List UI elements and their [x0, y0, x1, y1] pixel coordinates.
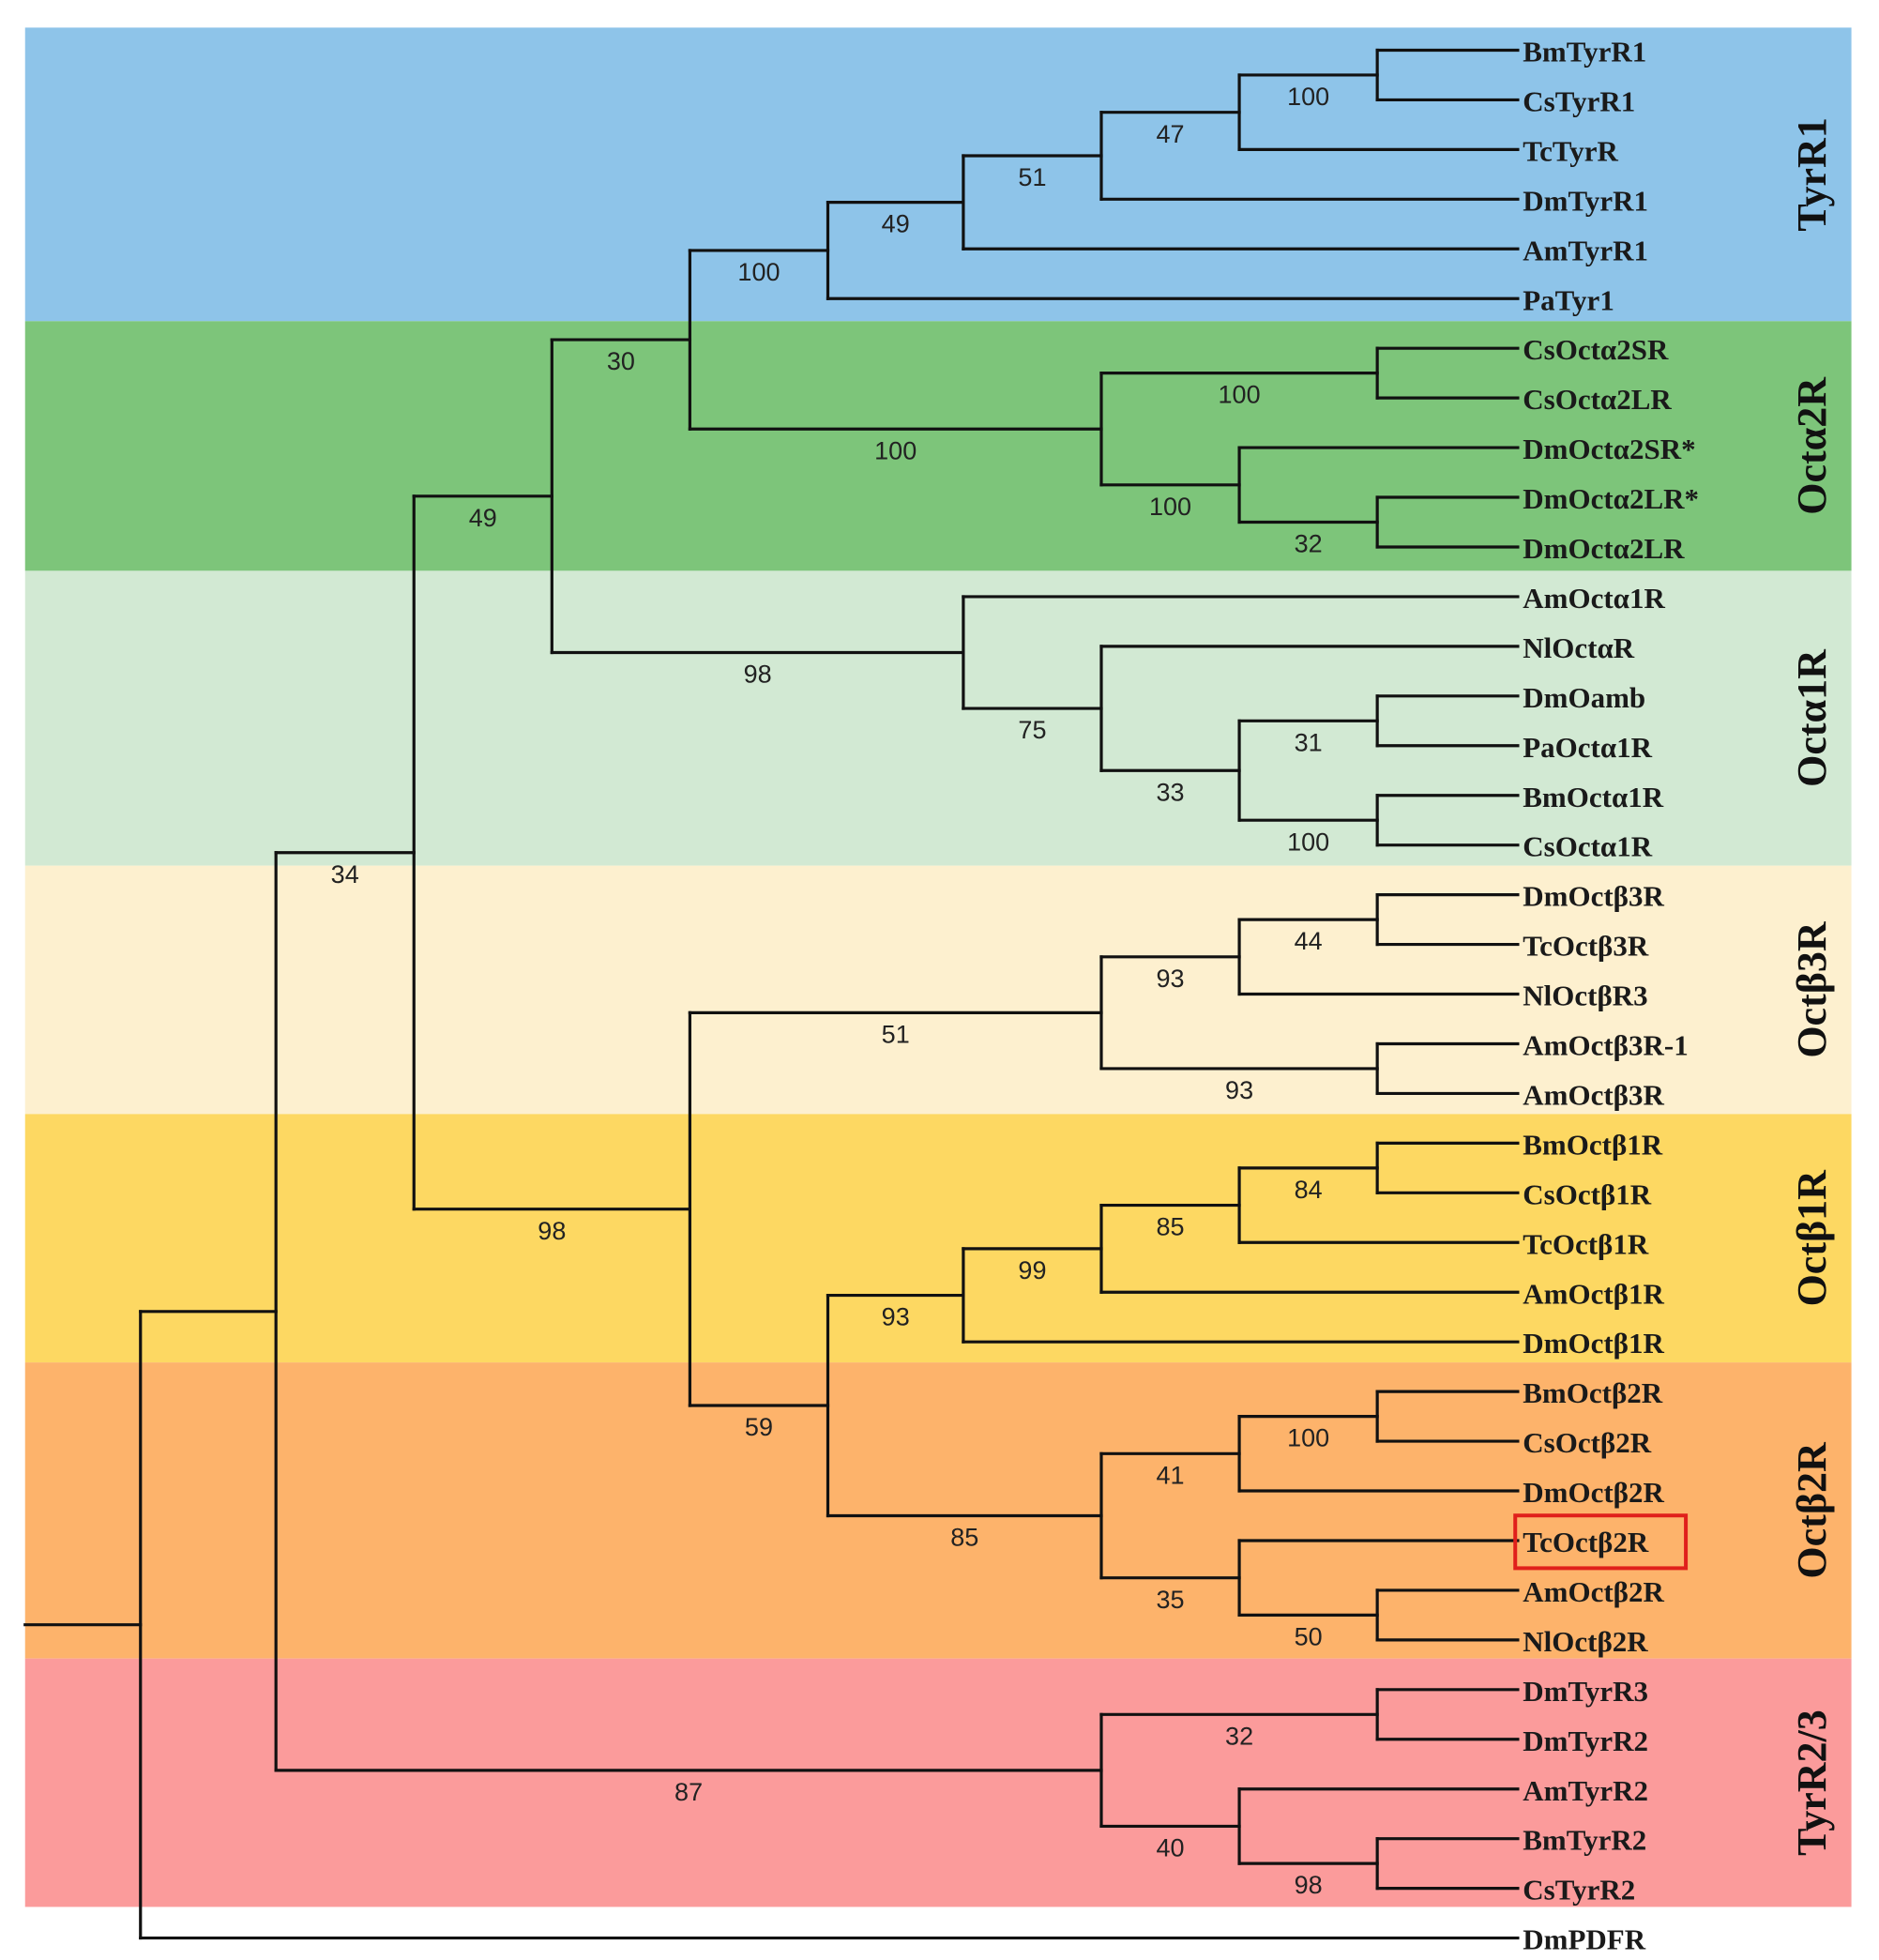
bootstrap-value: 100: [1149, 493, 1191, 521]
bootstrap-value: 100: [1287, 1424, 1329, 1452]
bootstrap-value: 84: [1295, 1176, 1323, 1204]
bootstrap-value: 85: [950, 1524, 978, 1552]
leaf-dmoctbeta2r: DmOctβ2R: [1523, 1476, 1664, 1509]
leaf-paoctalpha1r: PaOctα1R: [1523, 731, 1652, 764]
leaf-nloctbetar3: NlOctβR3: [1523, 980, 1647, 1012]
bootstrap-value: 47: [1157, 120, 1185, 148]
clade-label-octbeta1r: Octβ1R: [1789, 1169, 1835, 1307]
clade-label-octbeta2r: Octβ2R: [1789, 1441, 1835, 1579]
leaf-dmoctalpha2sr: DmOctα2SR*: [1523, 433, 1695, 465]
bootstrap-value: 87: [674, 1778, 703, 1806]
leaf-bmtyrr1: BmTyrR1: [1523, 36, 1646, 68]
bootstrap-value: 51: [882, 1020, 910, 1048]
bootstrap-value: 34: [331, 860, 359, 889]
leaf-dmoctalpha2lr: DmOctα2LR*: [1523, 482, 1699, 515]
bootstrap-value: 51: [1018, 163, 1046, 191]
clade-band-tyrr1: [24, 27, 1852, 322]
clade-label-octalpha2r: Octα2R: [1789, 376, 1835, 515]
bootstrap-value: 98: [1295, 1871, 1323, 1899]
leaf-cstyrr1: CsTyrR1: [1523, 84, 1635, 117]
bootstrap-value: 100: [1287, 828, 1329, 856]
leaf-patyr1: PaTyr1: [1523, 283, 1614, 316]
leaf-nloctbeta2r: NlOctβ2R: [1523, 1625, 1648, 1658]
leaf-dmtyrr1: DmTyrR1: [1523, 184, 1648, 217]
leaf-dmpdfr: DmPDFR: [1523, 1923, 1645, 1956]
leaf-amoctalpha1r: AmOctα1R: [1523, 582, 1665, 615]
leaf-dmoamb: DmOamb: [1523, 681, 1645, 714]
leaf-tcoctbeta3r: TcOctβ3R: [1523, 930, 1649, 963]
bootstrap-value: 100: [737, 258, 780, 286]
leaf-cstyrr2: CsTyrR2: [1523, 1874, 1635, 1907]
bootstrap-value: 32: [1225, 1722, 1253, 1750]
bootstrap-value: 59: [745, 1413, 773, 1441]
leaf-amoctbeta3r-1: AmOctβ3R-1: [1523, 1029, 1688, 1062]
bootstrap-value: 98: [744, 661, 772, 689]
bootstrap-value: 32: [1295, 530, 1323, 558]
bootstrap-value: 41: [1157, 1461, 1185, 1489]
leaf-csoctalpha1r: CsOctα1R: [1523, 830, 1652, 863]
bootstrap-value: 31: [1295, 728, 1323, 756]
bootstrap-value: 30: [607, 347, 635, 375]
highlight-box: [1513, 1513, 1689, 1571]
clade-label-tyrr1: TyrR1: [1789, 117, 1835, 231]
bootstrap-value: 49: [469, 504, 497, 532]
bootstrap-value: 44: [1295, 927, 1323, 955]
bootstrap-labels: 34 49 30 100 49 51 47 100 100 100 100 32 98 75 33 31 100…: [331, 83, 1329, 1899]
clade-band-tyrr2-3: [24, 1658, 1852, 1907]
leaf-amtyrr2: AmTyrR2: [1523, 1774, 1648, 1807]
bootstrap-value: 33: [1157, 778, 1185, 806]
leaf-bmoctalpha1r: BmOctα1R: [1523, 781, 1663, 813]
leaf-dmoctbeta1r: DmOctβ1R: [1523, 1327, 1664, 1360]
clade-label-tyrr2-3: TyrR2/3: [1789, 1709, 1835, 1856]
clade-bands: [24, 27, 1852, 1907]
bootstrap-value: 93: [882, 1303, 910, 1331]
leaf-nloctalphar: NlOctαR: [1523, 631, 1634, 664]
clade-label-octalpha1r: Octα1R: [1789, 648, 1835, 787]
leaf-dmoctbeta3r: DmOctβ3R: [1523, 880, 1664, 913]
bootstrap-value: 100: [1219, 381, 1261, 409]
leaf-labels: BmTyrR1 CsTyrR1 TcTyrR DmTyrR1 AmTyrR1 PaTyr1…: [1513, 36, 1699, 1956]
clade-band-octalpha2r: [24, 321, 1852, 571]
bootstrap-value: 40: [1157, 1834, 1185, 1862]
bootstrap-value: 100: [1287, 83, 1329, 111]
clade-band-octbeta2r: [24, 1362, 1852, 1659]
clade-band-octbeta3r: [24, 865, 1852, 1115]
leaf-csoctbeta2r: CsOctβ2R: [1523, 1426, 1651, 1459]
leaf-csoctalpha2sr: CsOctα2SR: [1523, 333, 1669, 366]
bootstrap-value: 99: [1018, 1256, 1046, 1284]
bootstrap-value: 75: [1018, 716, 1046, 744]
bootstrap-value: 50: [1295, 1622, 1323, 1650]
bootstrap-value: 98: [538, 1217, 566, 1245]
leaf-tctyrr: TcTyrR: [1523, 134, 1618, 167]
bootstrap-value: 100: [874, 436, 917, 464]
leaf-amoctbeta1r: AmOctβ1R: [1523, 1277, 1664, 1310]
leaf-dmoctalpha2lr: DmOctα2LR: [1523, 532, 1685, 565]
bootstrap-value: 93: [1225, 1076, 1253, 1104]
leaf-csoctbeta1r: CsOctβ1R: [1523, 1178, 1651, 1210]
leaf-amoctbeta3r: AmOctβ3R: [1523, 1078, 1664, 1111]
leaf-amtyrr1: AmTyrR1: [1523, 234, 1648, 266]
bootstrap-value: 93: [1157, 965, 1185, 993]
leaf-tcoctbeta2r: TcOctβ2R: [1523, 1526, 1649, 1558]
tree-branches: [23, 48, 1520, 1940]
leaf-bmoctbeta1r: BmOctβ1R: [1523, 1128, 1663, 1161]
leaf-bmoctbeta2r: BmOctβ2R: [1523, 1376, 1663, 1409]
bootstrap-value: 85: [1157, 1213, 1185, 1241]
bootstrap-value: 35: [1157, 1586, 1185, 1614]
clade-band-octalpha1r: [24, 570, 1852, 866]
leaf-dmtyrr3: DmTyrR3: [1523, 1675, 1648, 1708]
bootstrap-value: 49: [882, 210, 910, 238]
clade-band-octbeta1r: [24, 1114, 1852, 1363]
leaf-tcoctbeta1r: TcOctβ1R: [1523, 1227, 1649, 1260]
clade-labels: TyrR1 Octα2R Octα1R Octβ3R Octβ1R Octβ2R TyrR2…: [1789, 117, 1835, 1856]
leaf-bmtyrr2: BmTyrR2: [1523, 1824, 1646, 1857]
leaf-amoctbeta2r: AmOctβ2R: [1523, 1575, 1664, 1608]
leaf-dmtyrr2: DmTyrR2: [1523, 1724, 1648, 1757]
clade-label-octbeta3r: Octβ3R: [1789, 920, 1835, 1058]
leaf-csoctalpha2lr: CsOctα2LR: [1523, 383, 1672, 416]
